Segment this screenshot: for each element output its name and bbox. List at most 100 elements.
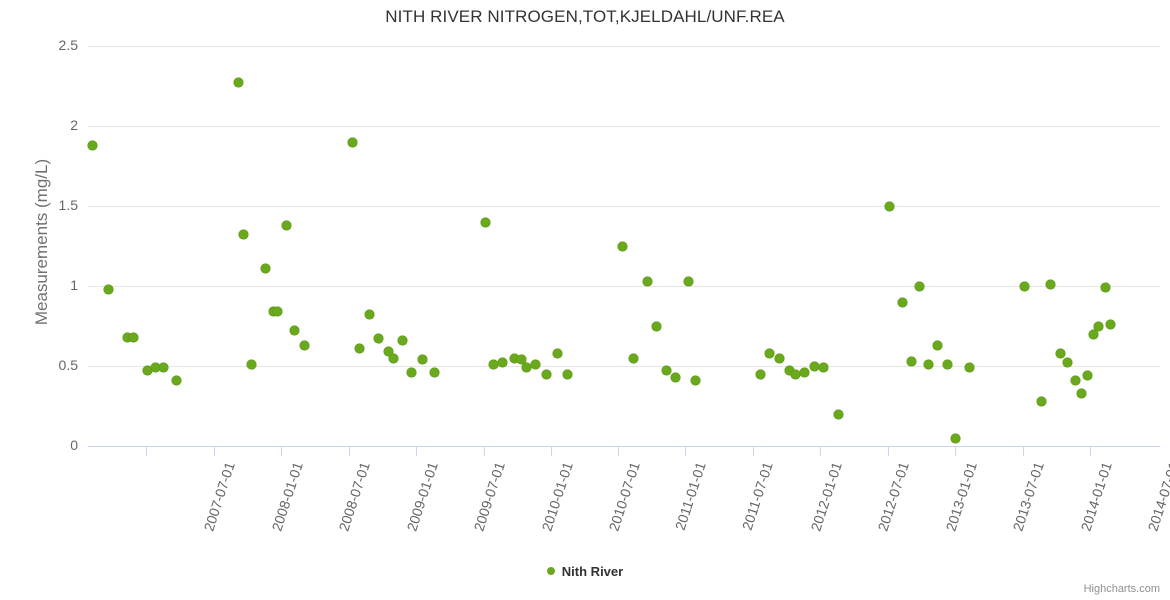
scatter-point[interactable] [1055, 348, 1065, 358]
x-axis-tick-label: 2010-07-01 [605, 460, 643, 534]
x-axis-tick-mark [685, 446, 687, 456]
scatter-point[interactable] [834, 409, 844, 419]
scatter-point[interactable] [129, 332, 139, 342]
scatter-point[interactable] [915, 281, 925, 291]
y-axis-tick-label: 0 [70, 437, 78, 453]
scatter-point[interactable] [897, 297, 907, 307]
scatter-point[interactable] [151, 363, 161, 373]
scatter-point[interactable] [690, 375, 700, 385]
scatter-point[interactable] [1089, 329, 1099, 339]
scatter-point[interactable] [282, 220, 292, 230]
scatter-point[interactable] [906, 356, 916, 366]
scatter-point[interactable] [1062, 358, 1072, 368]
scatter-point[interactable] [553, 348, 563, 358]
scatter-point[interactable] [489, 359, 499, 369]
scatter-point[interactable] [497, 358, 507, 368]
scatter-point[interactable] [429, 367, 439, 377]
scatter-point[interactable] [1019, 281, 1029, 291]
scatter-point[interactable] [87, 140, 97, 150]
y-axis-tick-label: 0.5 [58, 357, 78, 373]
scatter-point[interactable] [417, 355, 427, 365]
scatter-point[interactable] [542, 369, 552, 379]
scatter-point[interactable] [143, 366, 153, 376]
scatter-point[interactable] [784, 366, 794, 376]
legend-item-label[interactable]: Nith River [561, 564, 624, 580]
scatter-point[interactable] [273, 307, 283, 317]
scatter-point[interactable] [1106, 319, 1116, 329]
scatter-point[interactable] [384, 347, 394, 357]
y-axis-tick-label: 2.5 [58, 37, 78, 53]
scatter-point[interactable] [661, 366, 671, 376]
scatter-point[interactable] [618, 241, 628, 251]
scatter-point[interactable] [1082, 371, 1092, 381]
x-axis-tick-mark [349, 446, 351, 456]
legend-marker-icon [546, 566, 555, 575]
scatter-point[interactable] [364, 310, 374, 320]
gridline [88, 126, 1160, 127]
scatter-point[interactable] [355, 343, 365, 353]
x-axis-tick-mark [753, 446, 755, 456]
scatter-point[interactable] [481, 217, 491, 227]
x-axis-tick-mark [550, 446, 552, 456]
scatter-point[interactable] [791, 369, 801, 379]
scatter-point[interactable] [1077, 388, 1087, 398]
x-axis-tick-label: 2010-01-01 [538, 460, 576, 534]
gridline [88, 286, 1160, 287]
scatter-point[interactable] [246, 359, 256, 369]
scatter-point[interactable] [1046, 279, 1056, 289]
scatter-point[interactable] [809, 361, 819, 371]
scatter-point[interactable] [1094, 321, 1104, 331]
x-axis-tick-label: 2013-01-01 [942, 460, 980, 534]
y-axis-title: Measurements (mg/L) [32, 158, 51, 326]
scatter-point[interactable] [765, 348, 775, 358]
scatter-point[interactable] [628, 353, 638, 363]
scatter-point[interactable] [159, 363, 169, 373]
scatter-point[interactable] [234, 78, 244, 88]
gridline [88, 46, 1160, 47]
highcharts-credits[interactable]: Highcharts.com [1083, 583, 1160, 595]
x-axis-tick-mark [483, 446, 485, 456]
scatter-point[interactable] [652, 321, 662, 331]
scatter-point[interactable] [642, 276, 652, 286]
scatter-point[interactable] [300, 340, 310, 350]
scatter-point[interactable] [755, 369, 765, 379]
scatter-point[interactable] [289, 326, 299, 336]
scatter-point[interactable] [397, 335, 407, 345]
scatter-point[interactable] [965, 363, 975, 373]
scatter-point[interactable] [923, 359, 933, 369]
scatter-point[interactable] [819, 363, 829, 373]
scatter-point[interactable] [261, 263, 271, 273]
x-axis-tick-mark [1089, 446, 1091, 456]
scatter-point[interactable] [509, 353, 519, 363]
y-axis-tick-label: 2 [70, 117, 78, 133]
scatter-point[interactable] [103, 284, 113, 294]
scatter-point[interactable] [517, 355, 527, 365]
scatter-point[interactable] [238, 230, 248, 240]
scatter-point[interactable] [388, 353, 398, 363]
scatter-point[interactable] [531, 359, 541, 369]
x-axis-tick-mark [618, 446, 620, 456]
scatter-point[interactable] [1101, 283, 1111, 293]
scatter-point[interactable] [347, 137, 357, 147]
scatter-point[interactable] [800, 367, 810, 377]
scatter-point[interactable] [885, 201, 895, 211]
scatter-point[interactable] [1036, 396, 1046, 406]
scatter-point[interactable] [374, 334, 384, 344]
scatter-point[interactable] [774, 353, 784, 363]
scatter-point[interactable] [671, 372, 681, 382]
x-axis-tick-label: 2009-01-01 [403, 460, 442, 534]
chart-legend[interactable]: Nith River [0, 563, 1170, 579]
scatter-point[interactable] [407, 367, 417, 377]
scatter-point[interactable] [171, 375, 181, 385]
scatter-point[interactable] [942, 359, 952, 369]
scatter-point[interactable] [563, 369, 573, 379]
scatter-point[interactable] [932, 340, 942, 350]
scatter-point[interactable] [950, 433, 960, 443]
scatter-point[interactable] [684, 276, 694, 286]
scatter-point[interactable] [1071, 375, 1081, 385]
x-axis-tick-label: 2014-07-01 [1144, 460, 1170, 534]
scatter-point[interactable] [122, 332, 132, 342]
x-axis-tick-mark [1022, 446, 1024, 456]
scatter-point[interactable] [522, 363, 532, 373]
